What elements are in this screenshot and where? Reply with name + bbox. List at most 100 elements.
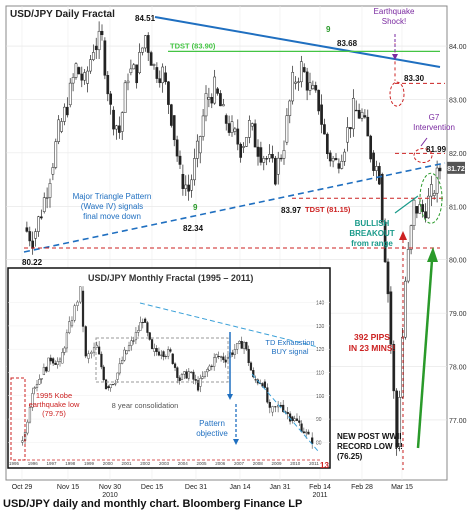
monthly-candle-down [298,420,301,423]
candle-up [195,140,199,159]
last-price-label: 81.72 [447,166,465,173]
candle-up [346,127,349,143]
candle-down [181,173,185,189]
breakout-arrow [394,195,419,214]
candle-up [71,77,75,84]
monthly-x-tick: 1996 [28,461,39,466]
candle-down [354,109,358,112]
monthly-candle-down [49,357,52,362]
monthly-x-tick: 2002 [140,461,151,466]
monthly-candle-down [196,380,200,391]
monthly-chart-title: USD/JPY Monthly Fractal (1995 – 2011) [88,273,253,283]
monthly-y-tick: 120 [316,347,325,353]
candle-down [178,155,182,165]
candle-up [74,63,78,78]
monthly-candle-down [249,362,253,371]
monthly-candle-down [100,353,103,368]
earthquake-label: Earthquake Shock! [374,7,415,26]
candle-up [91,52,95,60]
x-tick-label: Nov 30 2010 [99,484,121,499]
monthly-candle-up [90,351,93,354]
monthly-candle-down [84,326,87,357]
candle-up [207,96,211,100]
monthly-lower-trend [251,373,319,452]
monthly-candle-up [42,367,46,376]
monthly-candle-down [194,379,197,381]
monthly-candle-down [146,322,149,333]
monthly-candle-up [139,322,142,331]
monthly-candle-down [150,339,154,349]
monthly-candle-up [26,421,29,434]
pips-label: 392 PIPS IN 23 MINS! [349,332,396,353]
monthly-inset-frame [7,267,331,469]
monthly-candle-up [199,378,202,387]
candle-up [51,167,55,175]
monthly-candle-up [160,354,163,356]
upper-trendline [154,16,441,68]
monthly-candle-down [192,371,195,380]
monthly-candle-up [203,371,207,377]
monthly-candle-down [52,358,55,364]
candle-down [383,221,387,263]
candle-down [31,240,35,249]
candle-down [100,30,104,36]
candle-up [37,216,40,232]
monthly-candle-down [247,348,250,364]
monthly-candle-down [219,356,223,358]
candle-up [63,106,66,122]
candle-up [230,121,234,133]
candle-down [357,109,361,119]
monthly-candle-up [109,384,112,389]
candle-up [161,66,165,84]
pattern-dashed-arrowhead [233,439,239,445]
candle-up [262,158,266,163]
candle-up [48,183,52,198]
candle-up [123,82,127,113]
monthly-candle-up [293,418,296,422]
td-thirteen: 13 [320,461,329,470]
monthly-candle-down [222,356,225,361]
monthly-candle-down [173,363,177,368]
triangle-note: Major Triangle Pattern (Wave IV) signals f… [73,192,152,221]
candle-up [429,184,433,197]
monthly-candle-down [185,371,188,379]
candle-up [204,93,208,117]
candle-down [65,106,69,116]
monthly-candle-down [102,366,105,381]
candle-down [415,206,419,214]
candle-down [80,73,84,81]
candle-down [421,204,425,212]
label-8397: 83.97 [281,206,302,215]
monthly-candle-up [180,374,184,380]
candle-down [103,40,107,76]
monthly-candle-up [70,320,74,327]
candle-up [143,35,147,49]
kobe-label: 1995 Kobe earthquake low (79.75) [29,391,80,418]
monthly-upper-trend [139,302,319,348]
monthly-candle-up [213,357,216,367]
candle-up [184,184,188,189]
kobe-box [10,377,26,461]
candle-down [265,158,269,160]
monthly-candle-up [121,360,124,364]
monthly-candle-up [190,371,193,373]
candle-down [328,152,332,162]
candle-up [406,249,410,282]
candle-down [369,135,373,160]
monthly-candle-up [164,356,167,358]
candle-up [115,125,118,130]
candle-up [291,72,295,102]
monthly-candle-down [178,377,181,382]
monthly-candle-up [201,376,204,379]
candle-down [334,158,338,160]
label-8234: 82.34 [183,224,204,233]
candle-up [54,141,58,168]
monthly-y-tick: 80 [316,440,322,446]
candle-down [259,147,263,163]
candle-down [94,45,98,51]
candle-up [60,121,63,132]
candle-up [299,61,303,83]
monthly-candle-down [279,404,282,407]
candle-down [39,216,43,219]
